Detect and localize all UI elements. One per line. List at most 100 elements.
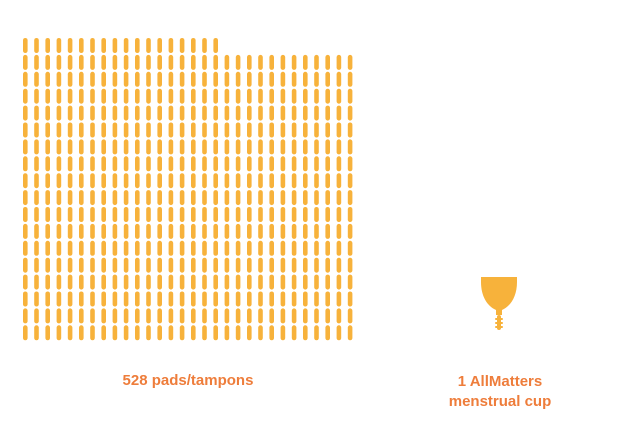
pad-icon bbox=[258, 308, 263, 324]
pad-icon bbox=[269, 291, 274, 307]
pad-icon bbox=[123, 122, 129, 138]
pad-icon bbox=[112, 122, 118, 138]
pad-icon bbox=[202, 223, 207, 239]
pad-icon bbox=[56, 207, 62, 222]
pad-icon bbox=[303, 325, 308, 341]
pad-icon bbox=[135, 240, 140, 256]
pad-icon bbox=[258, 257, 263, 273]
pad-icon bbox=[247, 190, 252, 206]
pad-icon bbox=[157, 190, 162, 206]
pad-icon bbox=[235, 156, 241, 172]
pad-icon bbox=[336, 71, 342, 87]
pad-icon bbox=[79, 105, 84, 121]
pad-icon bbox=[224, 325, 230, 341]
pad-icon bbox=[90, 274, 95, 290]
pad-icon bbox=[213, 257, 218, 273]
pad-icon bbox=[325, 257, 330, 273]
cup-label: 1 AllMatters menstrual cup bbox=[400, 372, 600, 412]
pad-icon bbox=[314, 308, 319, 324]
pad-icon bbox=[314, 71, 319, 87]
pad-icon bbox=[23, 291, 28, 307]
pad-icon bbox=[325, 274, 330, 290]
pad-icon bbox=[45, 122, 50, 138]
pad-icon bbox=[303, 207, 308, 222]
pad-icon bbox=[146, 54, 151, 70]
pad-icon bbox=[235, 71, 241, 87]
pad-icon bbox=[101, 274, 106, 290]
pad-icon bbox=[67, 325, 73, 341]
pad-icon bbox=[235, 223, 241, 239]
pad-icon bbox=[280, 190, 286, 206]
pad-icon bbox=[34, 291, 39, 307]
pad-icon bbox=[258, 156, 263, 172]
pad-icon bbox=[235, 274, 241, 290]
pad-icon bbox=[101, 105, 106, 121]
pad-icon bbox=[90, 291, 95, 307]
pad-icon bbox=[168, 71, 174, 87]
pad-icon bbox=[179, 274, 185, 290]
pad-icon bbox=[123, 71, 129, 87]
pad-icon bbox=[325, 190, 330, 206]
pad-icon bbox=[336, 223, 342, 239]
pad-icon bbox=[247, 71, 252, 87]
pad-icon bbox=[325, 325, 330, 341]
pad-icon bbox=[112, 88, 118, 104]
pad-icon bbox=[213, 308, 218, 324]
pad-icon bbox=[269, 240, 274, 256]
pad-icon bbox=[336, 156, 342, 172]
pad-icon bbox=[101, 240, 106, 256]
pad-icon bbox=[202, 38, 207, 53]
pad-icon bbox=[269, 257, 274, 273]
pad-icon bbox=[202, 122, 207, 138]
pad-icon bbox=[56, 257, 62, 273]
pad-icon bbox=[168, 122, 174, 138]
pad-icon bbox=[67, 274, 73, 290]
pad-icon bbox=[291, 71, 297, 87]
pad-icon bbox=[235, 291, 241, 307]
pad-icon bbox=[224, 105, 230, 121]
pad-icon bbox=[347, 88, 353, 104]
pad-icon bbox=[213, 54, 218, 70]
pad-icon bbox=[112, 71, 118, 87]
cup-label-line1: 1 AllMatters bbox=[457, 373, 543, 390]
pad-icon bbox=[179, 257, 185, 273]
pad-icon bbox=[258, 325, 263, 341]
pad-icon bbox=[247, 223, 252, 239]
pad-icon bbox=[112, 38, 118, 53]
pad-icon bbox=[146, 325, 151, 341]
pad-icon bbox=[280, 122, 286, 138]
pad-icon bbox=[67, 38, 73, 53]
pad-icon bbox=[269, 308, 274, 324]
pad-icon bbox=[45, 207, 50, 222]
pad-icon bbox=[146, 122, 151, 138]
pad-icon bbox=[123, 190, 129, 206]
pad-icon bbox=[314, 139, 319, 155]
pad-icon bbox=[291, 139, 297, 155]
pad-icon bbox=[325, 240, 330, 256]
pad-icon bbox=[135, 105, 140, 121]
pad-icon bbox=[56, 156, 62, 172]
pad-icon bbox=[191, 190, 196, 206]
pad-icon bbox=[336, 257, 342, 273]
pad-icon bbox=[314, 240, 319, 256]
pad-icon bbox=[202, 54, 207, 70]
pad-icon bbox=[157, 325, 162, 341]
pad-icon bbox=[314, 257, 319, 273]
pad-icon bbox=[213, 325, 218, 341]
pad-icon bbox=[247, 240, 252, 256]
pad-icon bbox=[325, 223, 330, 239]
pad-icon bbox=[303, 274, 308, 290]
pad-icon bbox=[101, 190, 106, 206]
pad-icon bbox=[168, 190, 174, 206]
pad-icon bbox=[56, 325, 62, 341]
pad-icon bbox=[347, 240, 353, 256]
pad-icon bbox=[280, 291, 286, 307]
pad-icon bbox=[67, 139, 73, 155]
pad-icon bbox=[191, 38, 196, 53]
pad-icon bbox=[168, 207, 174, 222]
pad-icon bbox=[23, 325, 28, 341]
pad-icon bbox=[79, 88, 84, 104]
pad-icon bbox=[157, 122, 162, 138]
pad-icon bbox=[247, 257, 252, 273]
pad-icon bbox=[168, 240, 174, 256]
